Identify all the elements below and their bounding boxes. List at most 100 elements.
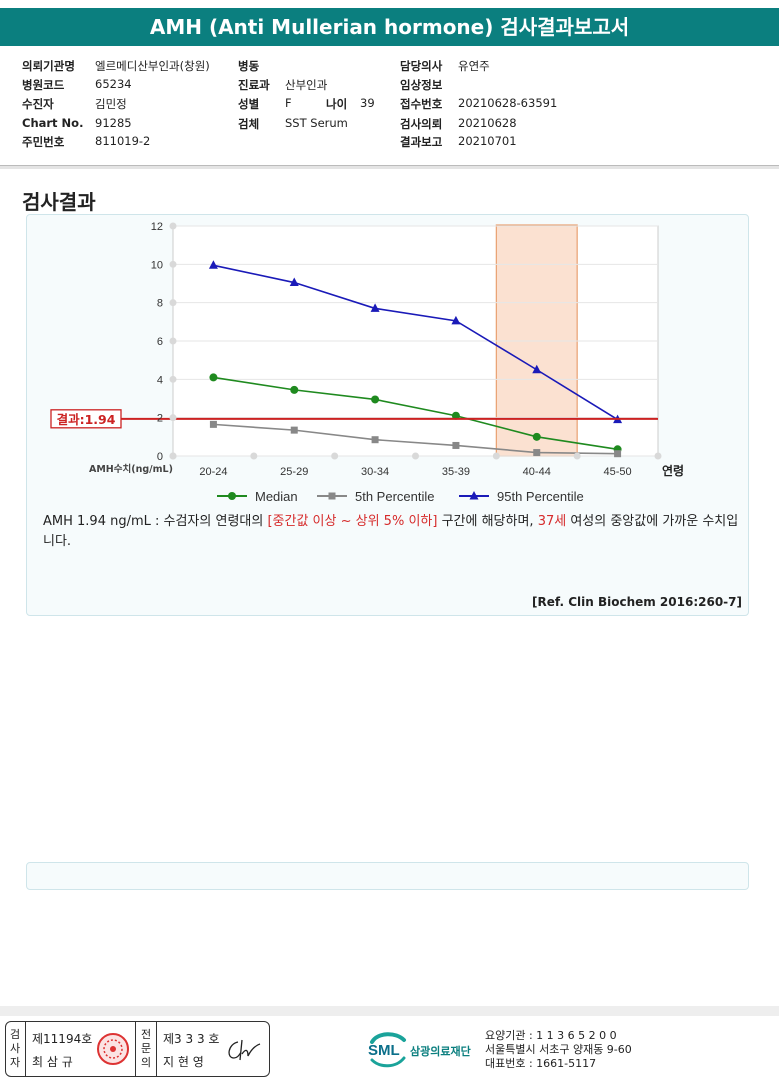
data-point [209,373,218,382]
value-request-date: 20210628 [458,116,517,130]
sign2-number: 제3 3 3 호 [163,1032,220,1046]
value-id-number: 811019-2 [95,134,151,148]
value-patient: 김민정 [95,97,127,111]
contact-line: 요양기관 : 1 1 3 6 5 2 0 0 [485,1029,617,1042]
legend-label: 5th Percentile [355,489,435,504]
sign1-char: 사 [9,1042,21,1055]
y-tick-dot [169,337,177,345]
label-report-date: 결과보고 [400,135,443,149]
y-tick-label: 4 [157,374,163,386]
data-point [451,411,460,420]
label-hospital-code: 병원코드 [22,78,65,92]
y-tick-dot [169,375,177,383]
label-request-date: 검사의뢰 [400,117,443,131]
series-line [213,264,619,421]
value-specimen: SST Serum [285,116,348,130]
x-tick-dot [654,452,662,460]
handwritten-signature [228,1039,261,1061]
data-point [290,426,298,434]
y-tick-label: 6 [157,336,163,348]
label-institution: 의뢰기관명 [22,59,75,73]
data-point [533,449,541,457]
y-tick-dot [169,299,177,307]
legend-marker [469,491,479,500]
data-point [208,260,218,269]
legend-label: 95th Percentile [497,489,584,504]
sml-logo: SML [368,1032,406,1068]
desc-text-1: AMH 1.94 ng/mL : 수검자의 연령대의 [43,514,268,529]
reference: [Ref. Clin Biochem 2016:260-7] [532,595,742,609]
report-title: AMH (Anti Mullerian hormone) 검사결과보고서 [0,8,779,46]
label-patient: 수진자 [22,97,54,111]
label-doctor: 담당의사 [400,59,443,73]
data-point [614,450,622,458]
x-tick-dot [331,452,339,460]
data-point [370,303,380,312]
x-tick-dot [412,452,419,460]
label-age: 나이 [326,97,348,111]
data-point [371,436,379,444]
x-tick-label: 40-44 [523,466,551,478]
signature-box: 검 사 자 제11194호 최 삼 규 전 문 의 제3 3 3 호 지 현 영 [5,1021,270,1077]
x-tick-label: 35-39 [442,466,470,478]
value-chart-no: 91285 [95,116,132,130]
label-receipt-no: 접수번호 [400,97,443,111]
contact-line: 서울특별시 서초구 양재동 9-60 [485,1043,632,1056]
result-label: 결과:1.94 [57,412,116,427]
y-tick-label: 0 [157,451,163,463]
data-point [451,315,461,325]
y-tick-label: 8 [157,298,163,310]
result-panel: 결과:1.94 0 2 4 6 8 10 12 20-24 25-29 30-34 35-39 40-… [26,214,749,616]
y-tick-label: 10 [151,259,163,271]
sign1-number: 제11194호 [32,1032,93,1046]
label-sex: 성별 [238,97,260,111]
data-point [371,395,380,404]
y-axis-label: AMH수치(ng/mL) [89,463,173,475]
x-tick-dot [492,452,500,460]
legend-label: Median [255,489,298,504]
org-contact: 요양기관 : 1 1 3 6 5 2 0 0 서울특별시 서초구 양재동 9-6… [485,1029,632,1071]
label-id-number: 주민번호 [22,135,65,149]
legend-item: Median [217,489,298,504]
x-tick-dot [250,452,258,460]
org-name: 삼광의료재단 [410,1045,471,1058]
value-institution: 엘르메디산부인과(창원) [95,59,210,73]
sign2-vertical: 전 문 의 [139,1028,153,1070]
series-95th-percentile [208,260,623,424]
sign1-name: 최 삼 규 [32,1055,73,1069]
official-seal [97,1033,129,1065]
sign1-char: 검 [9,1028,21,1041]
value-receipt-no: 20210628-63591 [458,96,558,110]
y-tick-dot [169,222,177,230]
y-tick-label: 2 [157,413,163,425]
x-tick-label: 30-34 [361,466,389,478]
desc-age-highlight: 37세 [537,514,567,529]
sign1-vertical: 검 사 자 [8,1028,22,1070]
amh-chart: 결과:1.94 0 2 4 6 8 10 12 20-24 25-29 30-34 35-39 40-… [50,221,684,504]
x-tick-label: 45-50 [604,466,632,478]
x-tick-dot [169,452,177,460]
x-tick-dot [573,452,581,460]
x-tick-label: 20-24 [199,466,227,478]
series-line [213,423,618,455]
data-point [289,277,299,287]
y-tick-dot [169,414,177,422]
data-point [532,432,541,441]
label-chart-no: Chart No. [22,116,84,130]
value-sex: F [285,96,292,110]
section-title: 검사결과 [22,190,96,214]
sign2-char: 문 [140,1042,152,1055]
label-ward: 병동 [238,59,260,73]
footer-divider [0,1006,779,1016]
sign1-char: 자 [9,1056,21,1069]
data-point [452,441,460,449]
series-line [213,376,618,451]
desc-text-3: 여성의 중앙값에 가까운 수치입니다. [43,514,739,549]
legend-item: 95th Percentile [459,489,584,504]
series-5th-percentile [209,420,622,458]
x-axis-label: 연령 [662,463,684,478]
value-hospital-code: 65234 [95,77,132,91]
desc-text-2: 구간에 해당하며, [437,514,538,529]
comment-panel [26,862,749,890]
x-tick-label: 25-29 [280,466,308,478]
